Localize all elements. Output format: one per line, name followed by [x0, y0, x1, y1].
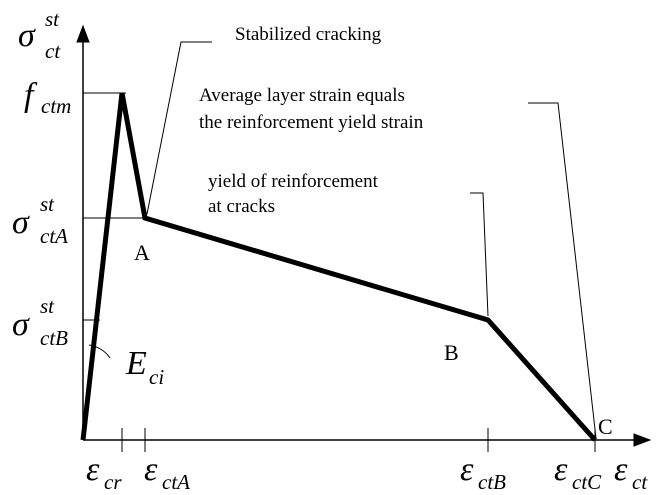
axis-sub: ct — [45, 39, 61, 63]
annotation: yield of reinforcement — [208, 171, 379, 192]
x-arrow — [633, 433, 652, 447]
leader-line — [470, 192, 489, 317]
point-label: B — [444, 340, 459, 365]
mark-symbol: σ — [12, 204, 30, 241]
axis-sup: st — [45, 7, 60, 31]
mark-sub: ctm — [41, 94, 71, 118]
modulus-sub: ci — [149, 365, 164, 389]
annotation: the reinforcement yield strain — [199, 112, 424, 133]
y-arrow — [76, 24, 90, 43]
mark-sup: st — [40, 192, 55, 216]
annotation: Stabilized cracking — [235, 24, 382, 45]
mark-symbol: σ — [12, 306, 30, 343]
axis-sub: ct — [632, 470, 648, 494]
leader-line — [146, 41, 212, 215]
mark-sub: cr — [104, 470, 122, 494]
leader-line — [528, 102, 597, 439]
annotation: at cracks — [208, 196, 275, 217]
mark-symbol: ε — [144, 451, 158, 488]
point-label: C — [598, 414, 613, 439]
mark-sub: ctB — [40, 326, 68, 350]
modulus-symbol: E — [125, 345, 147, 382]
annotation: Average layer strain equals — [199, 85, 405, 106]
mark-symbol: ε — [460, 451, 474, 488]
mark-sub: ctA — [40, 224, 68, 248]
mark-sub: ctA — [162, 470, 190, 494]
modulus-arc — [88, 344, 111, 359]
stress-strain-curve — [80, 92, 597, 442]
axis-symbol: ε — [614, 451, 628, 488]
mark-symbol: f — [24, 77, 38, 114]
mark-sub: ctC — [572, 470, 602, 494]
axis-symbol: σ — [18, 17, 36, 54]
mark-sub: ctB — [478, 470, 506, 494]
mark-symbol: ε — [86, 451, 100, 488]
mark-sup: st — [40, 294, 55, 318]
point-label: A — [134, 240, 150, 265]
mark-symbol: ε — [554, 451, 568, 488]
